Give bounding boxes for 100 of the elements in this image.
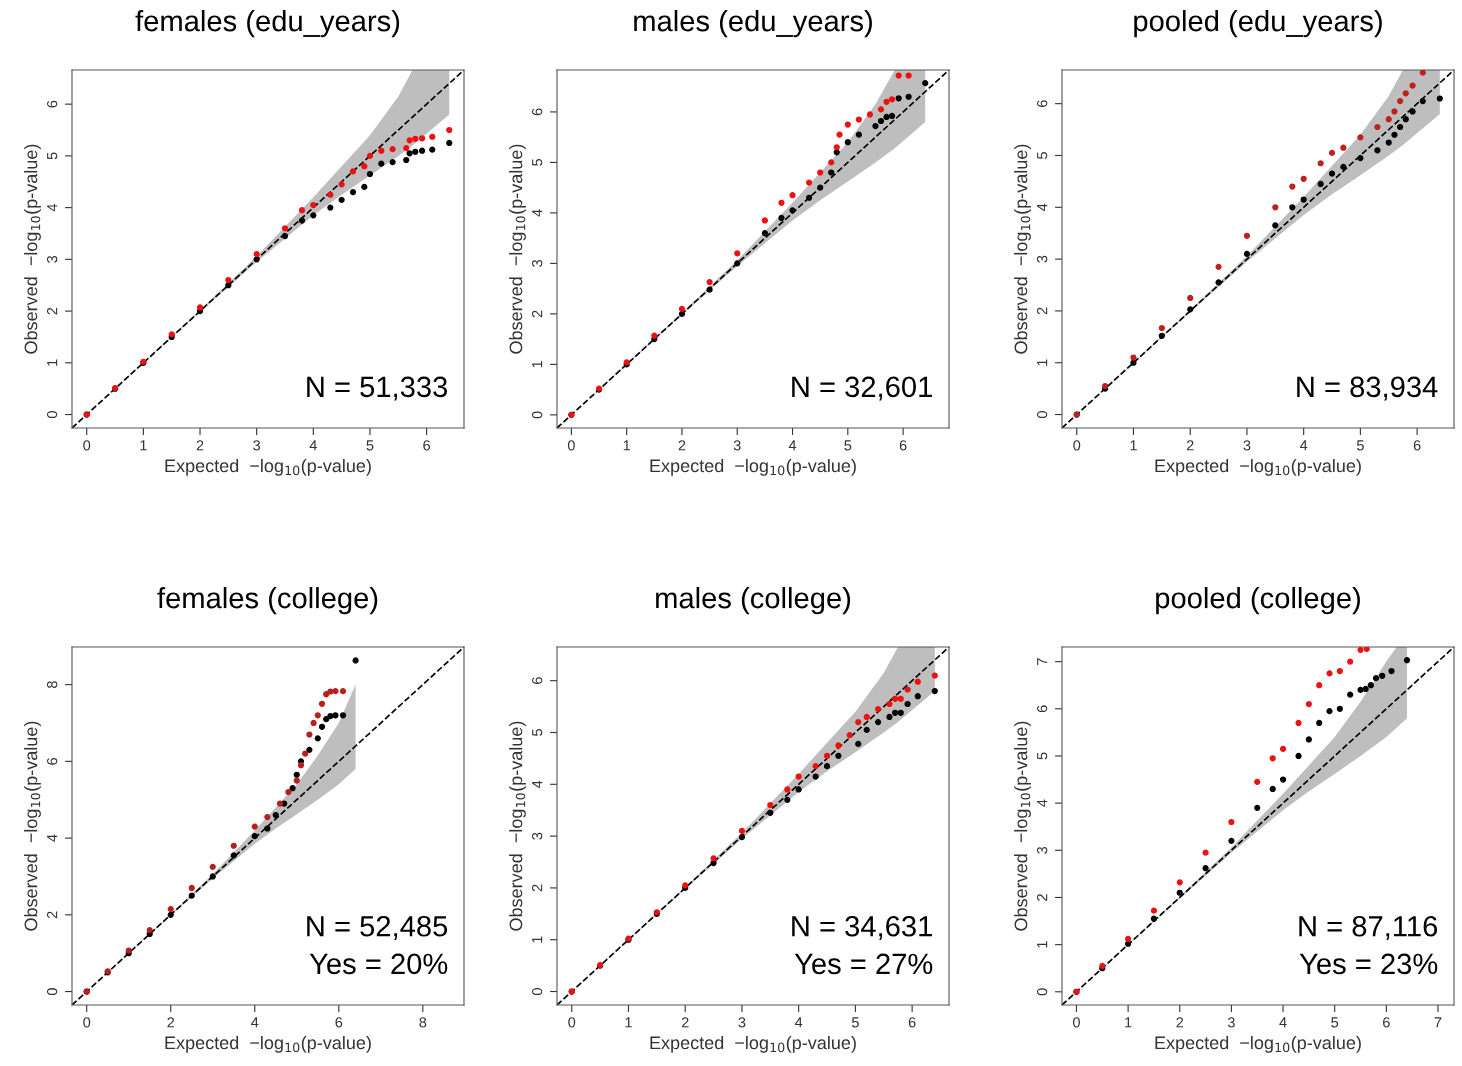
x-tick-label: 3 [738,1017,746,1028]
y-axis-title: Observed −log$_{10}$(p-value) [1014,721,1031,931]
y-tick-label: 7 [1037,658,1048,665]
y-tick-label: 3 [46,255,58,263]
y-tick-label: 3 [1036,846,1048,854]
x-tick-label: 2 [681,1017,689,1028]
y-axis-title: Observed −log$_{10}$(p-value) [1014,144,1031,354]
chart-title: females (edu_years) [135,9,400,38]
y-tick-label: 3 [531,832,543,840]
x-tick-label: 3 [733,440,741,451]
x-tick-label: 8 [419,1017,427,1028]
y-tick-label: 2 [46,911,58,919]
y-tick-label: 2 [46,307,58,315]
y-tick-label: 1 [1037,941,1048,948]
x-tick-label: 0 [567,440,575,451]
x-tick-label: 1 [1130,440,1137,451]
x-tick-label: 6 [1383,1017,1390,1028]
x-tick-label: 1 [625,1017,632,1028]
x-tick-label: 4 [251,1017,259,1028]
x-tick-label: 6 [1413,440,1421,451]
y-tick-label: 3 [1036,255,1048,263]
x-tick-label: 4 [1299,440,1308,451]
annotation: Yes = 23% [1299,953,1438,975]
x-tick-label: 3 [253,440,261,451]
x-tick-label: 1 [623,440,631,451]
x-tick-label: 6 [335,1017,343,1028]
y-tick-label: 1 [47,359,58,366]
x-axis-title: Expected −log$_{10}$(p-value) [1155,1035,1361,1053]
y-tick-label: 1 [1037,359,1048,366]
x-axis-title: Expected −log$_{10}$(p-value) [650,458,856,476]
y-tick-label: 4 [532,209,543,217]
annotation: N = 87,116 [1299,915,1438,941]
x-tick-label: 2 [678,440,686,451]
annotation: Yes = 27% [794,953,933,975]
chart-title: males (edu_years) [634,9,872,38]
y-tick-label: 6 [46,100,58,108]
x-tick-label: 1 [1125,1017,1132,1028]
chart-title: pooled (college) [1156,586,1360,615]
x-tick-label: 7 [1434,1017,1442,1028]
y-tick-label: 5 [1037,152,1048,159]
x-tick-label: 6 [899,440,907,451]
x-tick-label: 0 [83,440,91,451]
x-axis-title: Expected −log$_{10}$(p-value) [1155,458,1361,476]
y-tick-label: 4 [47,203,58,212]
y-tick-label: 6 [46,757,58,765]
annotation: N = 83,934 [1297,376,1438,401]
annotation: Yes = 20% [309,953,448,975]
y-axis-title: Observed −log$_{10}$(p-value) [509,721,526,931]
x-tick-label: 5 [366,440,374,451]
y-tick-label: 0 [1036,988,1048,996]
x-tick-label: 3 [1243,440,1251,451]
y-axis-title: Observed −log$_{10}$(p-value) [24,721,41,931]
x-tick-label: 5 [1331,1017,1339,1028]
y-tick-label: 0 [46,988,58,996]
x-tick-label: 4 [309,440,317,451]
x-tick-label: 5 [844,440,852,451]
y-tick-label: 5 [532,158,543,166]
y-tick-label: 4 [532,780,543,789]
y-tick-label: 1 [532,361,543,368]
x-tick-label: 3 [1227,1017,1235,1028]
y-tick-label: 2 [1036,894,1048,901]
annotation: N = 32,601 [792,376,932,401]
y-tick-label: 6 [531,108,543,116]
y-tick-label: 2 [1036,307,1048,315]
x-tick-label: 5 [851,1017,859,1028]
y-tick-label: 4 [1037,203,1048,212]
y-axis-title: Observed −log$_{10}$(p-value) [24,144,41,354]
y-tick-label: 4 [1037,799,1048,807]
y-tick-label: 0 [1036,411,1048,419]
y-tick-label: 1 [532,936,543,943]
x-axis-title: Expected −log$_{10}$(p-value) [165,1035,371,1053]
y-tick-label: 4 [47,834,58,842]
y-tick-label: 0 [531,988,543,996]
y-axis-title: Observed −log$_{10}$(p-value) [509,144,526,354]
x-tick-label: 6 [423,440,431,451]
x-tick-label: 1 [140,440,147,451]
annotation: N = 52,485 [307,915,448,941]
x-tick-label: 2 [196,440,204,451]
y-tick-label: 8 [46,681,58,689]
y-tick-label: 6 [1036,100,1048,107]
x-tick-label: 6 [908,1017,916,1028]
y-tick-label: 5 [532,729,543,736]
x-tick-label: 2 [1186,440,1194,451]
x-tick-label: 4 [794,1017,803,1028]
chart-title: pooled (edu_years) [1134,9,1382,38]
x-tick-label: 0 [1073,440,1081,451]
y-tick-label: 2 [531,884,543,892]
y-tick-label: 6 [531,677,543,684]
annotation: N = 51,333 [307,376,448,401]
y-tick-label: 5 [47,152,58,160]
x-tick-label: 5 [1356,440,1364,451]
x-tick-label: 2 [167,1017,175,1028]
chart-title: females (college) [157,586,378,615]
y-tick-label: 0 [46,411,58,419]
x-tick-label: 4 [788,440,797,451]
x-axis-title: Expected −log$_{10}$(p-value) [165,458,371,476]
x-axis-title: Expected −log$_{10}$(p-value) [650,1035,856,1053]
chart-title: males (college) [656,586,851,615]
y-tick-label: 2 [531,310,543,318]
y-tick-label: 6 [1036,705,1048,713]
